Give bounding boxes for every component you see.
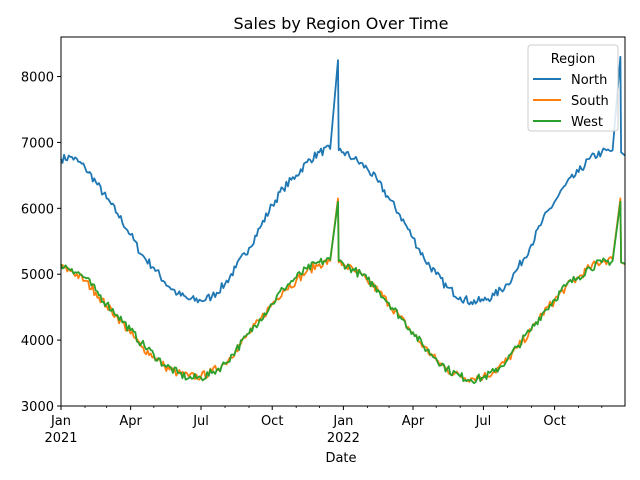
chart-title: Sales by Region Over Time bbox=[234, 14, 449, 33]
x-tick-label: Jan bbox=[332, 414, 353, 429]
x-tick-label: Jul bbox=[192, 414, 209, 429]
legend-title: Region bbox=[551, 52, 596, 67]
x-axis-label: Date bbox=[325, 451, 356, 466]
series-layer bbox=[60, 55, 626, 385]
x-tick-year-label: 2021 bbox=[44, 431, 77, 446]
x-tick-year-label: 2022 bbox=[327, 431, 360, 446]
legend-box bbox=[527, 44, 619, 132]
series-line-north bbox=[60, 55, 626, 306]
series-line-west bbox=[60, 200, 626, 385]
series-line-south bbox=[60, 197, 626, 383]
x-tick-label: Apr bbox=[402, 414, 425, 429]
legend: Region North South West bbox=[527, 44, 619, 132]
x-tick-label: Jan bbox=[50, 414, 71, 429]
y-axis: 3000 4000 5000 6000 7000 8000 bbox=[21, 71, 61, 415]
x-tick-label: Jul bbox=[475, 414, 492, 429]
x-tick-label: Oct bbox=[261, 414, 283, 429]
legend-label-west: West bbox=[571, 115, 603, 130]
y-tick-label: 5000 bbox=[21, 268, 54, 283]
legend-label-north: North bbox=[571, 73, 607, 88]
x-tick-label: Apr bbox=[119, 414, 142, 429]
x-axis: Jan 2021 Apr Jul Oct Jan 2022 Apr Jul Oct bbox=[44, 406, 603, 446]
y-tick-label: 3000 bbox=[21, 400, 54, 415]
y-tick-label: 7000 bbox=[21, 136, 54, 151]
y-tick-label: 6000 bbox=[21, 202, 54, 217]
x-tick-label: Oct bbox=[543, 414, 565, 429]
y-tick-label: 8000 bbox=[21, 71, 54, 86]
legend-label-south: South bbox=[571, 94, 609, 109]
y-tick-label: 4000 bbox=[21, 334, 54, 349]
